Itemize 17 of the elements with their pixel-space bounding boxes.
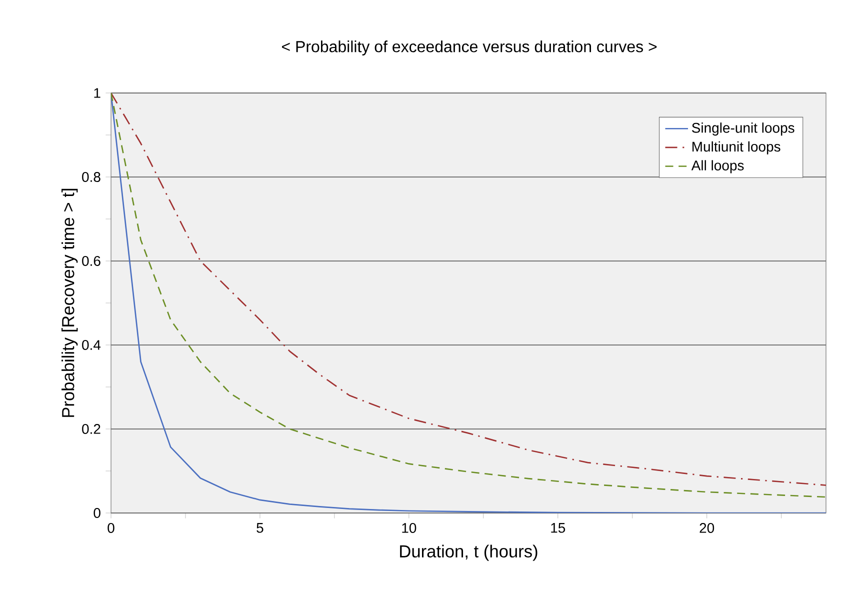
x-tick-label: 5 xyxy=(256,523,264,533)
chart-title: < Probability of exceedance versus duration curves > xyxy=(282,40,657,56)
x-tick-label: 20 xyxy=(700,523,714,533)
y-axis-title: Probability [Recovery time > t] xyxy=(62,188,78,417)
y-tick-label: 0.6 xyxy=(82,256,100,266)
y-tick-label: 0.4 xyxy=(82,340,101,350)
y-tick-label: 0.8 xyxy=(82,172,100,182)
y-tick-label: 0 xyxy=(94,508,100,518)
y-tick-label: 1 xyxy=(94,88,100,98)
x-tick-label: 10 xyxy=(402,523,416,533)
x-tick-label: 15 xyxy=(551,523,566,533)
y-tick-label: 0.2 xyxy=(82,424,100,434)
legend-label: Multiunit loops xyxy=(692,141,780,154)
legend-label: Single-unit loops xyxy=(692,122,794,136)
x-tick-label: 0 xyxy=(108,523,114,533)
legend-label: All loops xyxy=(691,160,744,174)
x-axis-title: Duration, t (hours) xyxy=(400,544,538,561)
